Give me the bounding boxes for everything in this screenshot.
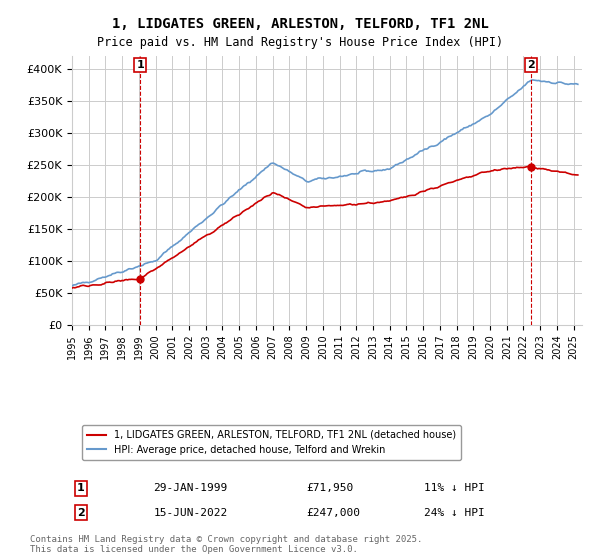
Text: £71,950: £71,950 bbox=[307, 483, 354, 493]
Text: 11% ↓ HPI: 11% ↓ HPI bbox=[424, 483, 485, 493]
Text: 15-JUN-2022: 15-JUN-2022 bbox=[154, 508, 228, 517]
Legend: 1, LIDGATES GREEN, ARLESTON, TELFORD, TF1 2NL (detached house), HPI: Average pri: 1, LIDGATES GREEN, ARLESTON, TELFORD, TF… bbox=[82, 425, 461, 460]
Text: 1: 1 bbox=[136, 60, 144, 70]
Text: £247,000: £247,000 bbox=[307, 508, 361, 517]
Text: 29-JAN-1999: 29-JAN-1999 bbox=[154, 483, 228, 493]
Text: 24% ↓ HPI: 24% ↓ HPI bbox=[424, 508, 485, 517]
Text: Price paid vs. HM Land Registry's House Price Index (HPI): Price paid vs. HM Land Registry's House … bbox=[97, 36, 503, 49]
Text: Contains HM Land Registry data © Crown copyright and database right 2025.
This d: Contains HM Land Registry data © Crown c… bbox=[30, 535, 422, 554]
Text: 2: 2 bbox=[527, 60, 535, 70]
Text: 2: 2 bbox=[77, 508, 85, 517]
Text: 1: 1 bbox=[77, 483, 85, 493]
Text: 1, LIDGATES GREEN, ARLESTON, TELFORD, TF1 2NL: 1, LIDGATES GREEN, ARLESTON, TELFORD, TF… bbox=[112, 17, 488, 31]
